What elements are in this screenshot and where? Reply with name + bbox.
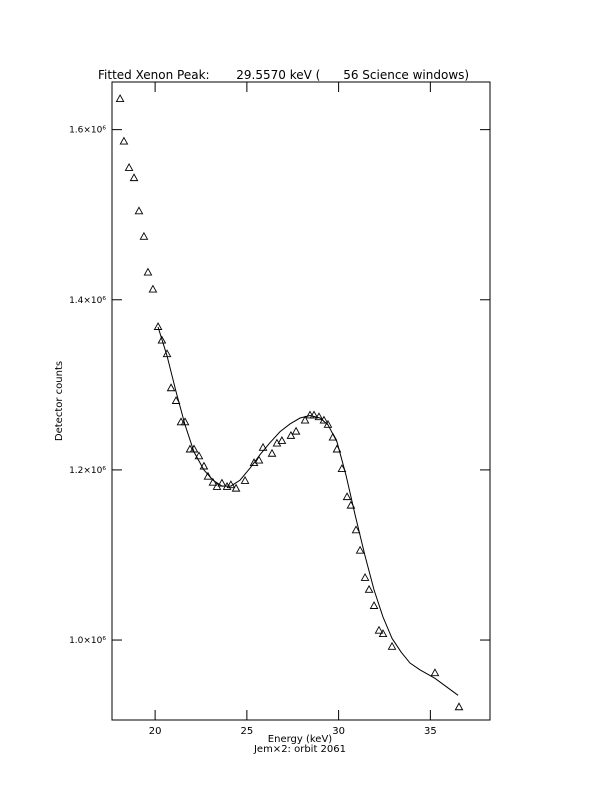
- chart-title: Fitted Xenon Peak: 29.5570 keV ( 56 Scie…: [98, 68, 469, 82]
- data-point: [129, 173, 139, 182]
- data-point: [314, 412, 324, 421]
- data-point: [124, 162, 134, 171]
- data-point: [387, 641, 397, 650]
- x-tick-label: 30: [332, 726, 345, 737]
- y-tick-label: 1.2×10⁶: [69, 466, 106, 476]
- data-point: [254, 455, 264, 464]
- data-point: [134, 206, 144, 215]
- data-point: [323, 419, 333, 428]
- data-point: [208, 477, 218, 486]
- data-point: [378, 629, 388, 638]
- subtitle: Jem×2: orbit 2061: [253, 744, 346, 755]
- data-point: [194, 451, 204, 460]
- x-tick-label: 20: [149, 726, 162, 737]
- data-point: [277, 436, 287, 444]
- data-point: [364, 584, 374, 593]
- data-point: [309, 410, 319, 419]
- data-point: [300, 415, 310, 424]
- data-point: [355, 545, 365, 554]
- fit-line: [157, 326, 459, 696]
- data-point: [342, 492, 352, 501]
- data-point: [369, 601, 379, 609]
- x-axis-label: Energy (keV): [268, 734, 333, 745]
- data-point: [157, 335, 167, 344]
- x-tick-label: 25: [241, 726, 254, 737]
- data-point: [119, 136, 129, 145]
- y-tick-label: 1.6×10⁶: [69, 126, 106, 136]
- data-point: [360, 573, 370, 581]
- data-point: [115, 94, 125, 102]
- y-tick-label: 1.0×10⁶: [69, 636, 106, 646]
- data-point: [286, 430, 296, 439]
- data-point: [143, 267, 153, 276]
- data-point: [267, 448, 277, 457]
- data-point: [153, 322, 163, 330]
- data-point: [240, 476, 250, 484]
- data-point: [351, 525, 361, 534]
- y-axis-label: Detector counts: [54, 361, 65, 441]
- data-point: [291, 426, 301, 435]
- x-tick-label: 35: [424, 726, 437, 737]
- data-point: [430, 668, 440, 677]
- data-point: [148, 284, 158, 293]
- data-point: [374, 625, 384, 634]
- data-point: [139, 231, 149, 240]
- data-point: [171, 396, 181, 404]
- y-tick-label: 1.4×10⁶: [69, 296, 106, 306]
- data-point: [166, 383, 176, 392]
- plot-frame: [111, 81, 491, 721]
- data-point: [454, 702, 464, 711]
- data-point: [231, 483, 241, 492]
